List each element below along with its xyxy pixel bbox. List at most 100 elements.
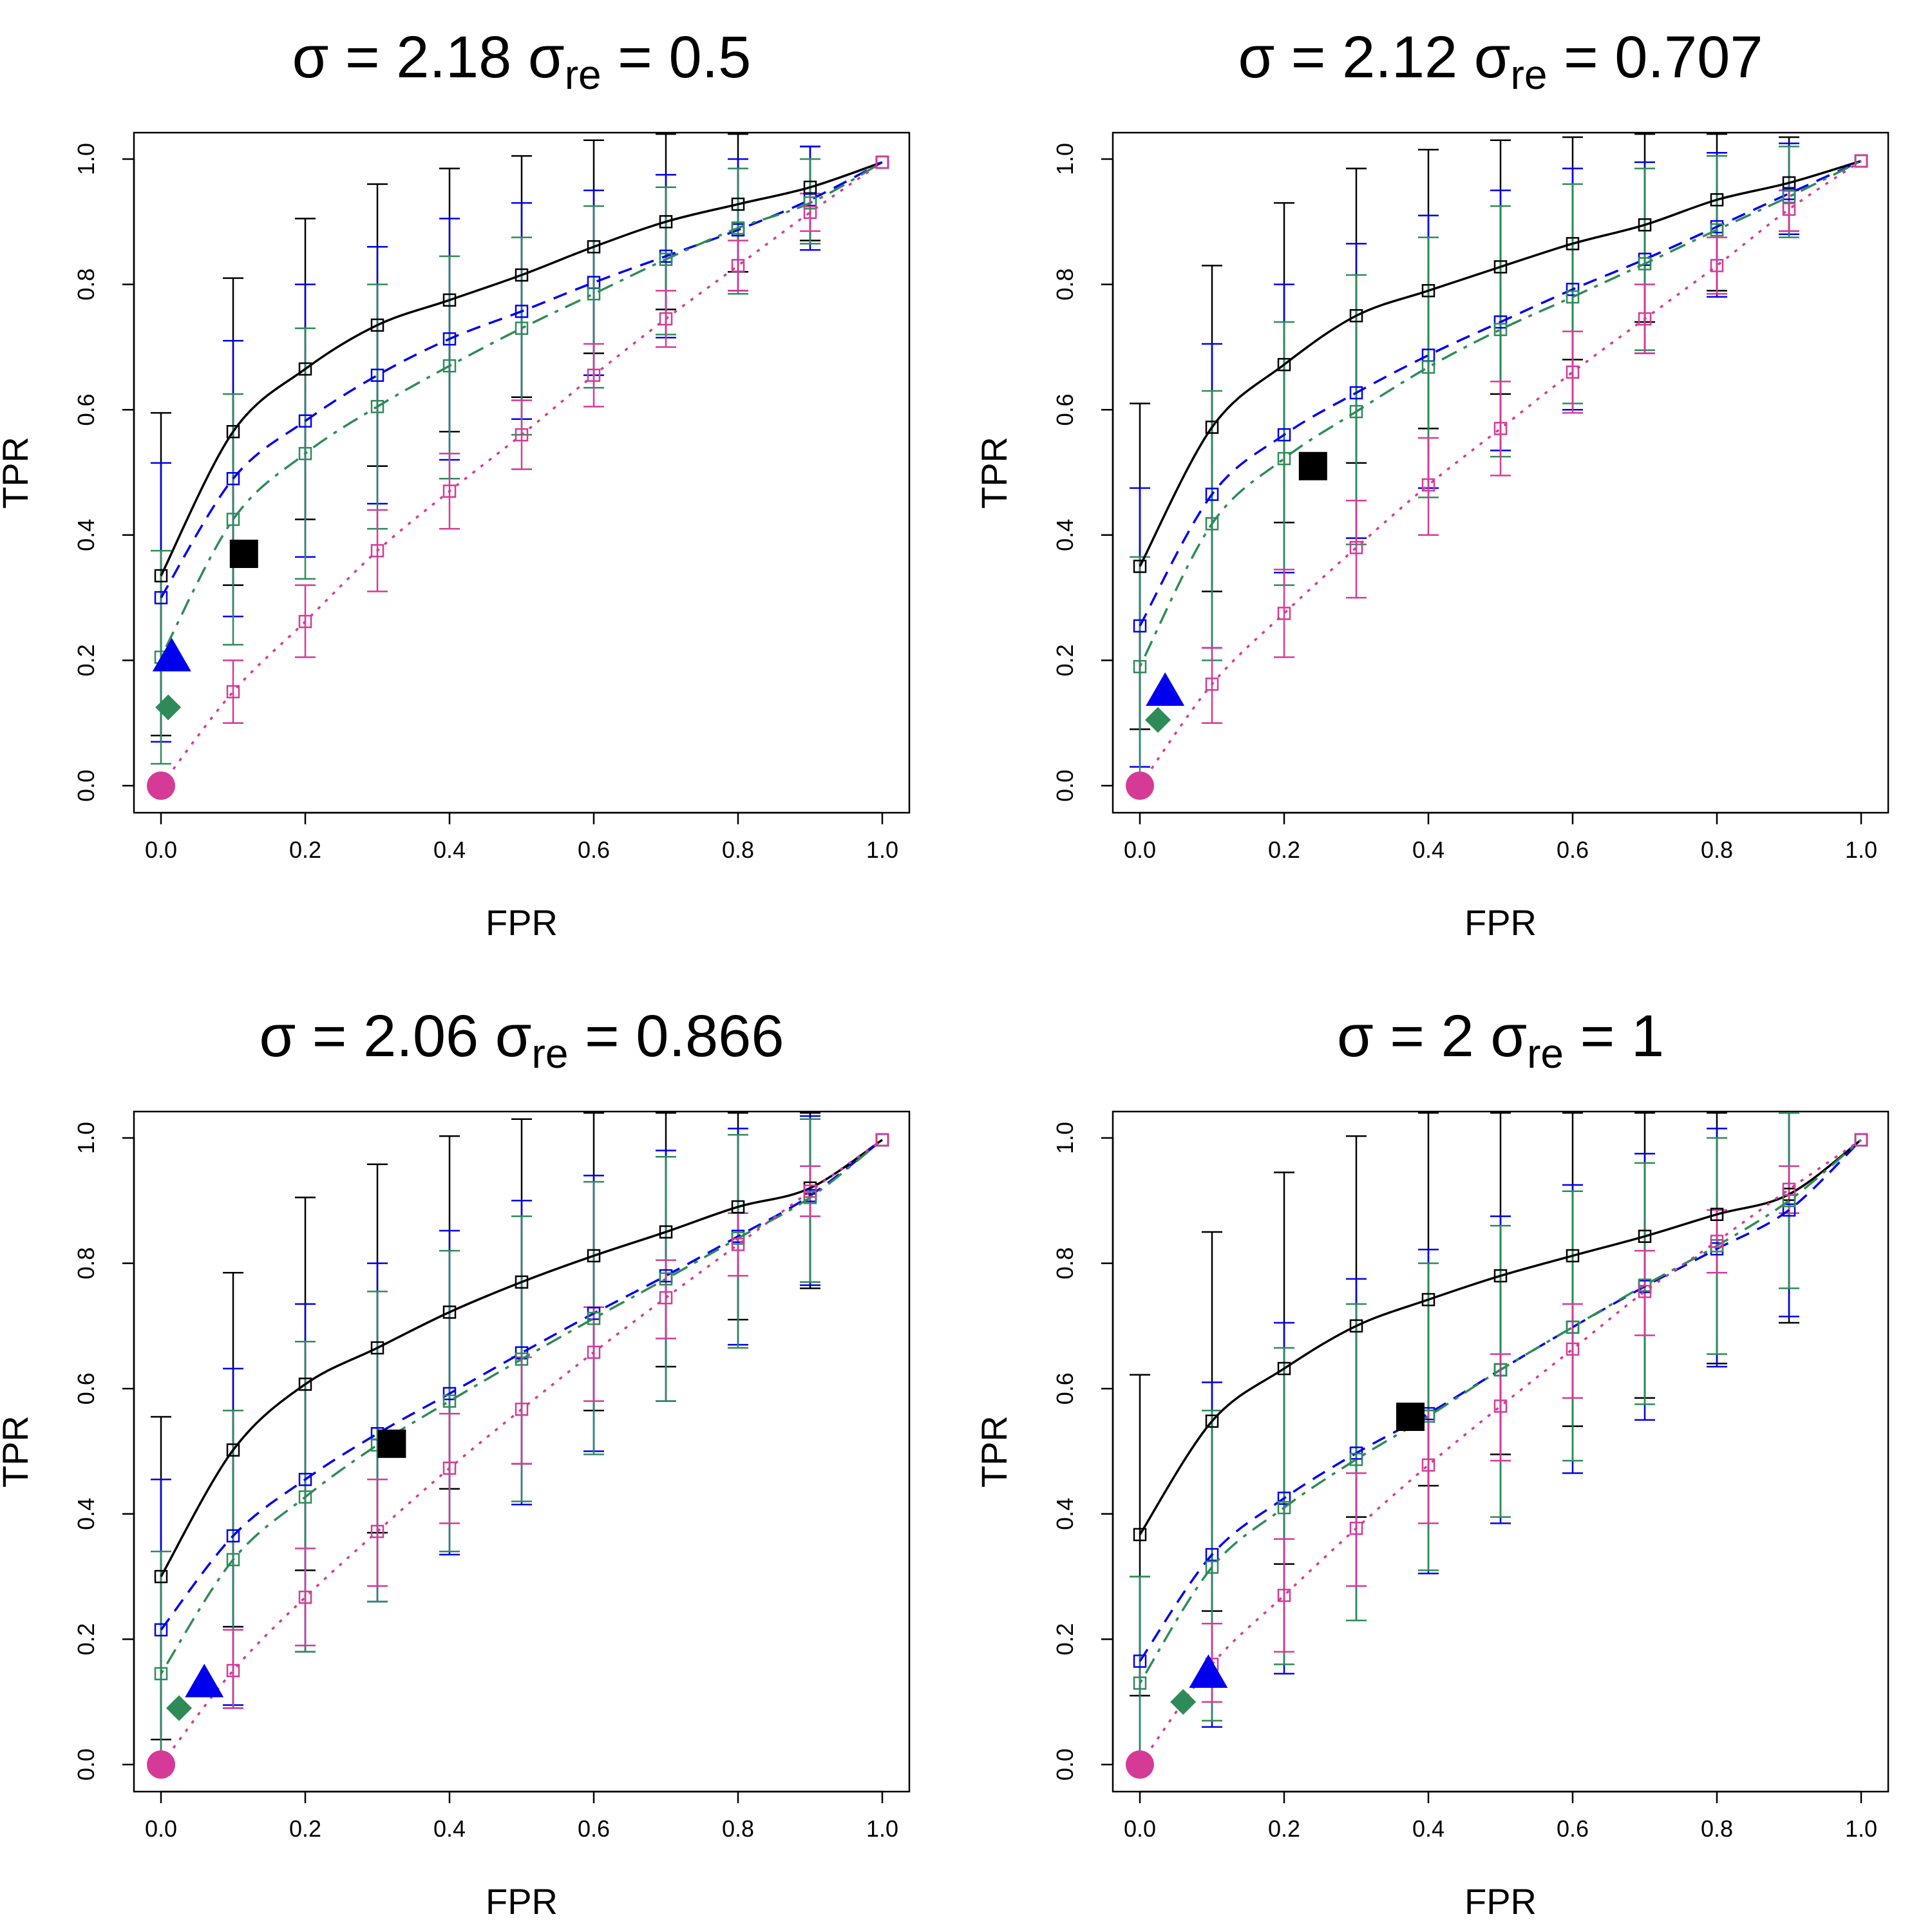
marker-diamond	[155, 694, 182, 721]
point-green	[1782, 190, 1796, 204]
y-tick-label: 0.6	[73, 1372, 99, 1405]
point-magenta	[1710, 1235, 1724, 1248]
point-blue	[298, 414, 312, 428]
point-magenta	[1349, 541, 1363, 554]
point-magenta	[370, 1524, 384, 1539]
x-tick-label: 0.8	[1701, 1815, 1733, 1842]
point-magenta	[226, 1663, 240, 1678]
point-magenta	[587, 368, 601, 382]
point-green	[1349, 1452, 1363, 1466]
point-magenta	[659, 312, 673, 326]
x-axis-label: FPR	[1464, 902, 1537, 943]
point-black	[1638, 218, 1652, 232]
roc-panel-1: σ = 2.18 σre = 0.5 0.0 0.2 0.4 0.6 0.8 1.0 FPR 0…	[0, 24, 911, 943]
y-tick-label: 0.6	[1052, 1372, 1078, 1405]
point-green	[1349, 404, 1363, 419]
marker-square	[229, 539, 258, 568]
panel-title: σ = 2.12 σre = 0.707	[1238, 24, 1763, 98]
marker-circle	[147, 1750, 175, 1779]
curve-blue	[160, 161, 883, 599]
marker-triangle	[1189, 1654, 1228, 1688]
point-magenta	[515, 428, 529, 442]
point-green	[587, 1311, 601, 1325]
point-green	[1493, 323, 1508, 336]
point-black	[659, 1225, 673, 1239]
plot-content	[147, 133, 889, 800]
point-magenta	[1854, 1133, 1868, 1147]
x-axis-label: FPR	[486, 1881, 558, 1922]
x-axis-label: FPR	[486, 902, 558, 943]
x-tick-label: 0.8	[722, 837, 754, 863]
point-black	[154, 1569, 168, 1584]
point-blue	[154, 591, 168, 605]
point-green	[1133, 1676, 1147, 1690]
point-magenta	[1782, 202, 1796, 216]
error-bars-magenta	[1202, 189, 1799, 724]
point-green	[1566, 290, 1580, 304]
x-tick-label: 0.6	[1557, 837, 1589, 863]
point-magenta	[370, 544, 384, 558]
y-tick-label: 0.4	[73, 519, 99, 551]
point-black	[442, 1305, 457, 1319]
error-bars-green	[1130, 1112, 1799, 1766]
point-blue	[1782, 1203, 1796, 1217]
point-green	[659, 1272, 673, 1286]
point-green	[515, 1352, 529, 1366]
roc-panel-2: σ = 2.12 σre = 0.707 0.0 0.2 0.4 0.6 0.8 1.0 FP…	[974, 24, 1889, 943]
x-tick-label: 0.4	[433, 837, 466, 863]
y-tick-label: 1.0	[73, 143, 99, 175]
panel-title: σ = 2.18 σre = 0.5	[292, 24, 752, 98]
point-green	[1277, 1501, 1291, 1515]
y-axis-label: TPR	[974, 437, 1014, 509]
error-bars-black	[151, 1112, 820, 1741]
point-magenta	[442, 1461, 457, 1475]
point-black	[370, 318, 384, 332]
marker-diamond	[1145, 706, 1171, 733]
marker-square	[1396, 1402, 1425, 1431]
point-green	[1710, 223, 1724, 237]
curve-magenta	[160, 1139, 884, 1766]
marker-triangle	[1146, 672, 1185, 706]
y-axis-label: TPR	[974, 1416, 1014, 1488]
y-tick-label: 0.0	[73, 1748, 99, 1781]
point-green	[442, 1394, 457, 1408]
marker-circle	[1126, 772, 1154, 800]
error-bars-black	[1130, 133, 1799, 730]
y-tick-label: 0.0	[1052, 1748, 1078, 1781]
point-green	[442, 359, 457, 373]
x-tick-label: 0.6	[1557, 1815, 1589, 1842]
error-bars-black	[151, 133, 820, 737]
y-tick-label: 0.0	[73, 770, 99, 802]
point-black	[659, 215, 673, 229]
x-tick-label: 1.0	[866, 1815, 898, 1842]
point-black	[1133, 560, 1147, 573]
curve-black	[1139, 1139, 1862, 1535]
point-magenta	[1710, 259, 1724, 272]
x-tick-label: 0.0	[1124, 837, 1156, 863]
plot-content	[1126, 1112, 1868, 1779]
point-magenta	[1566, 1342, 1580, 1356]
point-black	[1349, 1319, 1363, 1333]
point-magenta	[803, 205, 817, 219]
point-magenta	[1493, 1399, 1508, 1413]
point-green	[370, 400, 384, 413]
plot-content	[1126, 133, 1868, 800]
y-tick-label: 0.2	[73, 644, 99, 676]
point-black	[515, 268, 529, 282]
point-blue	[1133, 619, 1147, 633]
point-black	[1566, 237, 1580, 251]
y-tick-label: 1.0	[1052, 1122, 1078, 1154]
point-black	[370, 1341, 384, 1355]
point-blue	[1277, 428, 1291, 442]
curve-blue	[160, 1139, 884, 1631]
point-green	[803, 196, 817, 210]
roc-panel-3: σ = 2.06 σre = 0.866 0.0 0.2 0.4 0.6 0.8 1.0 FP…	[0, 1003, 911, 1922]
point-blue	[298, 1473, 312, 1486]
x-tick-label: 1.0	[1845, 1815, 1877, 1842]
x-tick-label: 0.6	[578, 1815, 610, 1842]
x-tick-label: 0.6	[578, 837, 610, 863]
y-tick-label: 1.0	[73, 1122, 99, 1154]
point-magenta	[875, 155, 889, 169]
point-magenta	[1566, 365, 1580, 379]
